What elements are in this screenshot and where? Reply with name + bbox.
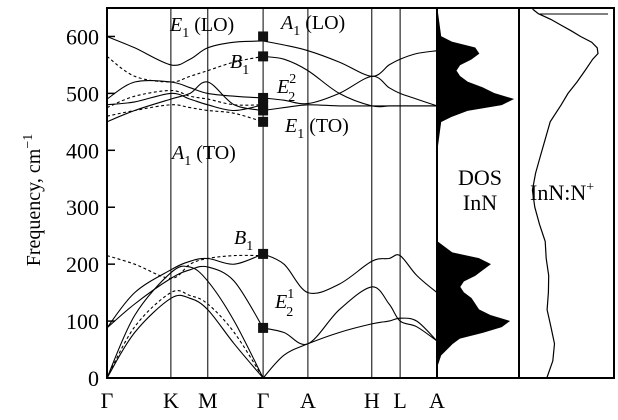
mode-symbol: E: [274, 291, 287, 313]
mode-tail: (LO): [189, 14, 234, 36]
dispersion-curves: [106, 35, 438, 379]
dos-curve: [436, 7, 515, 378]
dispersion-branch-5: [106, 254, 264, 279]
dispersion-branch-6: [106, 253, 264, 329]
y-tick-label: 500: [66, 81, 99, 106]
mode-superscript: 2: [289, 72, 296, 87]
mode-symbol: E: [284, 115, 297, 137]
raman-spectrum: [531, 8, 599, 379]
mode-label: E2 2: [276, 72, 296, 105]
raman-panel: InN:N+: [518, 7, 615, 379]
dispersion-branch-3: [106, 290, 264, 379]
gamma-mode-marker: [258, 92, 269, 103]
dispersion-branch-2: [106, 265, 264, 379]
mode-subscript: 2: [286, 305, 293, 320]
x-tick-label: M: [198, 388, 218, 413]
mode-symbol: B: [234, 227, 246, 249]
gamma-mode-marker: [258, 322, 269, 333]
y-axis-label-exponent: −1: [21, 134, 36, 149]
mode-subscript: 2: [288, 90, 295, 105]
dispersion-frame: [106, 7, 438, 379]
y-tick-label: 0: [88, 366, 99, 391]
dispersion-branch-8: [262, 317, 438, 379]
mode-tail: (TO): [304, 115, 349, 137]
y-tick-label: 400: [66, 138, 99, 163]
dispersion-branch-14: [106, 81, 264, 123]
mode-symbol: A: [279, 12, 294, 34]
mode-subscript: 1: [246, 239, 253, 254]
gamma-mode-marker: [258, 248, 269, 259]
y-tick-label: 300: [66, 195, 99, 220]
dispersion-branch-19: [263, 75, 438, 107]
y-axis-label-text: Frequency, cm: [23, 148, 45, 266]
mode-subscript: 1: [242, 63, 249, 78]
x-tick-label: A: [300, 388, 316, 413]
mode-tail: (LO): [300, 12, 345, 34]
y-tick-label: 600: [66, 24, 99, 49]
raman-label-superscript: +: [586, 180, 594, 195]
mode-label: A1 (LO): [279, 12, 345, 39]
gamma-markers: [258, 31, 269, 333]
dispersion-branch-7: [262, 286, 438, 346]
mode-label: A1 (TO): [170, 142, 236, 169]
y-tick-label: 100: [66, 309, 99, 334]
mode-superscript: 1: [287, 287, 294, 302]
mode-label: E1 (LO): [169, 14, 234, 41]
dispersion-branch-15: [106, 92, 264, 112]
dispersion-branch-1: [106, 294, 264, 379]
dos-label-line1: DOS: [458, 165, 502, 190]
mode-symbol: B: [230, 51, 242, 73]
x-tick-label: L: [393, 388, 406, 413]
x-tick-label: Γ: [101, 388, 114, 413]
x-tick-label: H: [364, 388, 380, 413]
gamma-mode-marker: [258, 99, 269, 110]
y-axis: 0 100 200 300 400 500 600: [66, 24, 115, 391]
mode-subscript: 1: [293, 24, 300, 39]
mode-symbol: A: [170, 142, 185, 164]
mode-subscript: 1: [182, 26, 189, 41]
x-tick-label: K: [163, 388, 179, 413]
y-axis-label: Frequency, cm−1: [21, 134, 45, 266]
gamma-mode-marker: [258, 31, 269, 42]
mode-label: E1 (TO): [284, 115, 349, 142]
x-tick-label: Γ: [257, 388, 270, 413]
dispersion-branch-9: [262, 253, 438, 294]
dispersion-branch-11: [106, 55, 264, 83]
dispersion-branch-10: [106, 35, 264, 66]
mode-symbol: E: [276, 76, 289, 98]
raman-label-text: InN:N: [530, 180, 586, 205]
dispersion-branch-4: [106, 265, 264, 329]
mode-subscript: 1: [184, 154, 191, 169]
gamma-mode-marker: [258, 51, 269, 62]
dispersion-branch-12: [106, 79, 264, 100]
mode-label: B1: [230, 51, 249, 78]
gamma-mode-marker: [258, 105, 269, 116]
dos-label-line2: InN: [463, 190, 497, 215]
mode-label: E1 2: [274, 287, 294, 320]
raman-frame: [518, 7, 615, 379]
mode-label: B1: [234, 227, 253, 254]
x-tick-label: A: [429, 388, 445, 413]
gamma-mode-marker: [258, 116, 269, 127]
dispersion-plot-area: [106, 7, 438, 379]
raman-label: InN:N+: [530, 180, 594, 205]
dispersion-branch-20: [263, 104, 437, 112]
mode-tail: (TO): [191, 142, 236, 164]
dispersion-branch-13: [106, 89, 264, 109]
mode-subscript: 1: [297, 127, 304, 142]
dispersion-branch-16: [106, 104, 264, 123]
y-tick-label: 200: [66, 252, 99, 277]
mode-symbol: E: [169, 14, 182, 36]
